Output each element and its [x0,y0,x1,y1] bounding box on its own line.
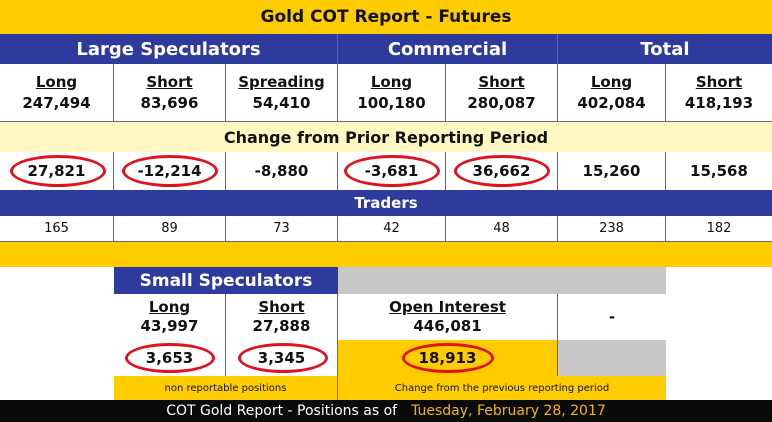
commercial-short-traders: 48 [446,216,558,242]
large-short-value: 83,696 [140,93,199,112]
large-short-position: Short 83,696 [114,64,226,122]
commercial-long-change: -3,681 [338,152,446,190]
large-long-change: 27,821 [0,152,114,190]
total-long-traders: 238 [558,216,666,242]
large-short-label: Short [146,72,193,91]
large-spreading-traders: 73 [226,216,338,242]
open-interest: Open Interest 446,081 [338,294,558,340]
small-speculators-title: Small Speculators [114,267,338,294]
report-title: Gold COT Report - Futures [0,0,772,34]
commercial-long-position: Long 100,180 [338,64,446,122]
large-spreading-change: -8,880 [226,152,338,190]
commercial-short-label: Short [478,72,525,91]
group-total: Total [558,34,772,64]
commercial-long-value: 100,180 [357,93,426,112]
total-short-position: Short 418,193 [666,64,772,122]
small-speculators-note: non reportable positions [114,376,338,400]
small-long-position: Long 43,997 [114,294,226,340]
small-short-change: 3,345 [226,340,338,376]
total-short-change: 15,568 [666,152,772,190]
total-short-label: Short [695,72,743,91]
total-grey-box-bottom [558,340,666,376]
footer-prefix: COT Gold Report - Positions as of [166,403,398,419]
large-long-value: 247,494 [22,93,91,112]
total-grey-box-top [558,267,666,294]
group-large-speculators: Large Speculators [0,34,338,64]
total-long-value: 402,084 [577,93,646,112]
large-short-traders: 89 [114,216,226,242]
total-dash: - [558,294,666,340]
commercial-short-value: 280,087 [467,93,536,112]
small-short-position: Short 27,888 [226,294,338,340]
total-long-change: 15,260 [558,152,666,190]
small-header-filler [338,267,558,294]
commercial-long-traders: 42 [338,216,446,242]
large-spreading-label: Spreading [238,72,325,91]
total-long-label: Long [590,72,633,91]
change-header: Change from Prior Reporting Period [0,122,772,152]
open-interest-note: Change from the previous reporting perio… [338,376,666,400]
separator-band [0,242,772,267]
large-long-position: Long 247,494 [0,64,114,122]
open-interest-change: 18,913 [338,340,558,376]
small-long-change: 3,653 [114,340,226,376]
commercial-short-position: Short 280,087 [446,64,558,122]
large-spreading-position: Spreading 54,410 [226,64,338,122]
small-long-value: 43,997 [140,317,199,335]
large-spreading-value: 54,410 [252,93,311,112]
large-long-label: Long [35,72,78,91]
group-commercial: Commercial [338,34,558,64]
small-short-value: 27,888 [252,317,311,335]
total-long-position: Long 402,084 [558,64,666,122]
total-short-value: 418,193 [684,93,754,112]
footer-date: Tuesday, February 28, 2017 [411,403,606,419]
large-short-change: -12,214 [114,152,226,190]
footer-bar: COT Gold Report - Positions as of Tuesda… [0,400,772,422]
small-short-label: Short [258,298,305,316]
large-long-traders: 165 [0,216,114,242]
open-interest-label: Open Interest [389,298,506,316]
commercial-short-change: 36,662 [446,152,558,190]
traders-header: Traders [0,190,772,216]
small-long-label: Long [148,298,191,316]
total-short-traders: 182 [666,216,772,242]
open-interest-value: 446,081 [413,317,482,335]
commercial-long-label: Long [370,72,413,91]
